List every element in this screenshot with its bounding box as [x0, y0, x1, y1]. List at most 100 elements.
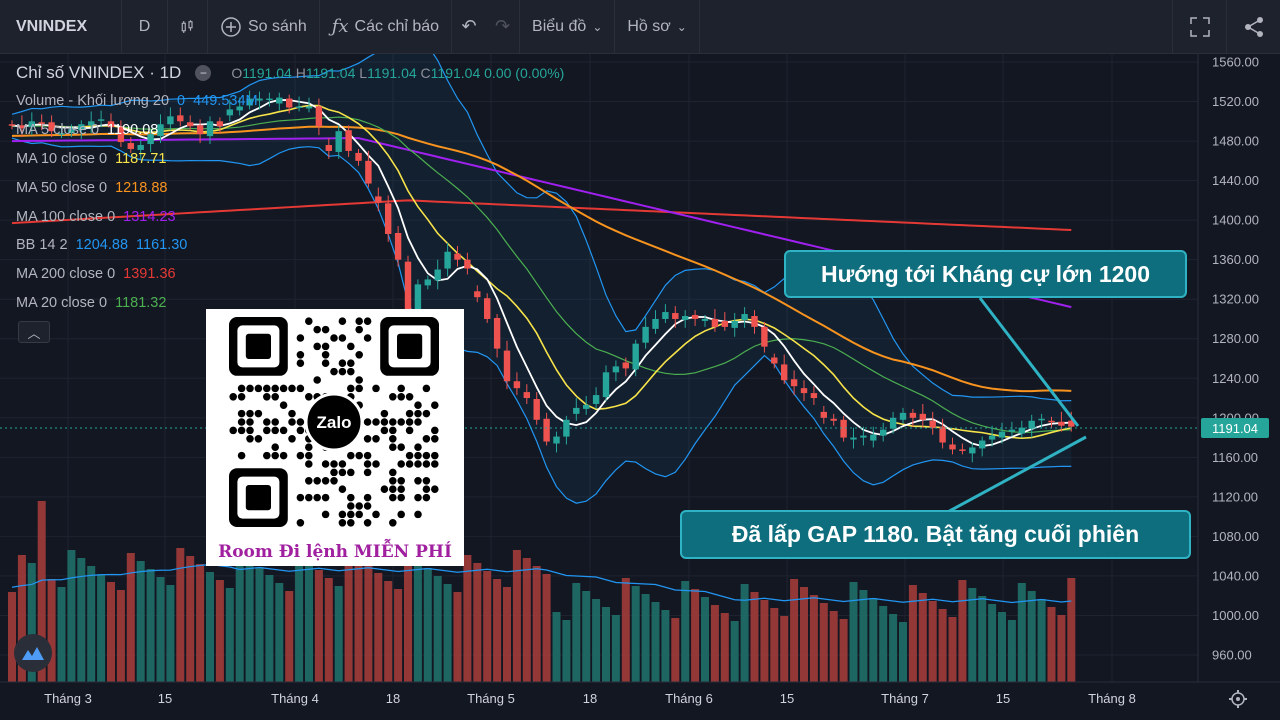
interval-button[interactable]: D: [122, 0, 168, 54]
resistance-callout-text: Hướng tới Kháng cự lớn 1200: [820, 260, 1151, 287]
candle-body: [464, 259, 471, 269]
resistance-callout: Hướng tới Kháng cự lớn 1200: [784, 250, 1187, 298]
volume-bar: [215, 580, 224, 682]
candle-body: [632, 343, 639, 370]
chevron-up-icon: ︿: [27, 325, 41, 341]
candle-body: [187, 122, 194, 127]
candle-body: [860, 435, 867, 438]
volume-bar: [1017, 583, 1026, 682]
volume-bar: [691, 589, 700, 682]
volume-bar: [710, 605, 719, 682]
volume-bar: [681, 581, 690, 682]
candle-body: [256, 98, 263, 101]
volume-bar: [582, 591, 591, 682]
undo-button[interactable]: ↶: [452, 0, 486, 54]
indicators-label: Các chỉ báo: [354, 17, 440, 35]
legend-ma5[interactable]: MA 5 close 0 1190.08: [16, 116, 564, 145]
volume-bar: [1007, 620, 1016, 682]
volume-bar: [344, 549, 353, 682]
volume-bar: [988, 604, 997, 682]
volume-bar: [394, 589, 403, 682]
volume-bar: [938, 609, 947, 682]
candle-body: [385, 203, 392, 234]
time-tick-label: Tháng 3: [44, 691, 92, 706]
legend-ma10[interactable]: MA 10 close 0 1187.71: [16, 145, 564, 174]
bb-value-1: 1204.88: [75, 237, 129, 254]
resistance-pointer: [978, 297, 1080, 427]
time-tick-label: 15: [996, 691, 1010, 706]
candle-body: [286, 98, 293, 108]
candle-body: [1058, 421, 1065, 426]
time-tick-label: 18: [583, 691, 597, 706]
compare-button[interactable]: So sánh: [208, 0, 320, 54]
volume-bar: [602, 607, 610, 682]
candle-body: [48, 122, 55, 132]
bar-style-icon: [181, 19, 193, 33]
qr-code-image: Zalo: [229, 317, 439, 527]
legend-title-row[interactable]: Chỉ số VNINDEX · 1D − O1191.04 H1191.04 …: [16, 62, 564, 84]
volume-bar: [978, 596, 987, 682]
candle-body: [622, 362, 629, 369]
price-tick-label: 1040.00: [1212, 568, 1259, 583]
legend-ma200[interactable]: MA 200 close 0 1391.36: [16, 260, 564, 289]
ma5-label: MA 5 close 0: [16, 122, 100, 139]
chevron-down-icon: ⌄: [592, 19, 603, 34]
legend-volume[interactable]: Volume - Khối lượng 20 0 449.534M: [16, 87, 564, 116]
volume-bar: [17, 555, 26, 682]
share-button[interactable]: [1226, 0, 1280, 54]
volume-bar: [631, 586, 640, 682]
volume-bar: [37, 501, 46, 682]
candle-body: [751, 316, 758, 327]
fullscreen-button[interactable]: [1172, 0, 1226, 54]
volume-bar: [225, 588, 234, 682]
legend-ma20[interactable]: MA 20 close 0 1181.32: [16, 289, 564, 318]
volume-bar: [899, 622, 907, 682]
redo-button[interactable]: ↷: [486, 0, 521, 54]
chart-legend: Chỉ số VNINDEX · 1D − O1191.04 H1191.04 …: [16, 62, 564, 317]
legend-bb[interactable]: BB 14 2 1204.88 1161.30: [16, 231, 564, 260]
legend-ma100[interactable]: MA 100 close 0 1314.23: [16, 202, 564, 231]
volume-bar: [295, 554, 304, 682]
volume-bar: [265, 575, 274, 682]
volume-bar: [8, 592, 16, 682]
price-tick-label: 1440.00: [1212, 173, 1259, 188]
symbol-search[interactable]: VNINDEX: [0, 0, 122, 54]
ma100-label: MA 100 close 0: [16, 208, 116, 225]
legend-ma50[interactable]: MA 50 close 0 1218.88: [16, 173, 564, 202]
candle-body: [830, 418, 837, 421]
close-value: 1191.04: [430, 65, 481, 81]
price-tick-label: 960.00: [1212, 648, 1252, 663]
tradingview-logo[interactable]: [14, 634, 52, 672]
candle-body: [484, 298, 491, 319]
top-toolbar: VNINDEX D So sánh ƒx Các chỉ báo ↶ ↷ Biể…: [0, 0, 1280, 54]
candle-body: [1028, 420, 1035, 429]
candle-body: [969, 447, 976, 454]
volume-bar: [176, 548, 185, 682]
volume-bar: [750, 592, 759, 682]
volume-bar: [186, 556, 195, 682]
minus-icon[interactable]: −: [195, 65, 212, 81]
gap-callout: Đã lấp GAP 1180. Bật tăng cuối phiên: [680, 510, 1191, 559]
profile-dropdown[interactable]: Hồ sơ ⌄: [615, 0, 700, 54]
candle-body: [305, 106, 313, 109]
indicators-button[interactable]: ƒx Các chỉ báo: [320, 0, 453, 54]
bar-style-button[interactable]: [168, 0, 208, 54]
candle-body: [543, 418, 550, 442]
volume-bar: [255, 567, 264, 682]
candle-body: [236, 106, 243, 111]
candle-body: [266, 98, 273, 101]
volume-bar: [849, 582, 858, 682]
volume-bar: [1047, 607, 1056, 682]
share-icon: [1244, 16, 1263, 37]
chart-type-dropdown[interactable]: Biểu đồ ⌄: [520, 0, 616, 54]
legend-collapse-button[interactable]: ︿: [18, 321, 50, 343]
bollinger-lower-line: [11, 137, 1072, 504]
candle-body: [711, 318, 719, 327]
candle-body: [741, 314, 748, 320]
volume-bar: [928, 601, 937, 682]
settings-icon[interactable]: [1228, 689, 1248, 709]
candle-body: [78, 124, 85, 131]
volume-bar: [196, 564, 205, 682]
candle-body: [38, 122, 45, 124]
volume-bar: [116, 590, 125, 682]
